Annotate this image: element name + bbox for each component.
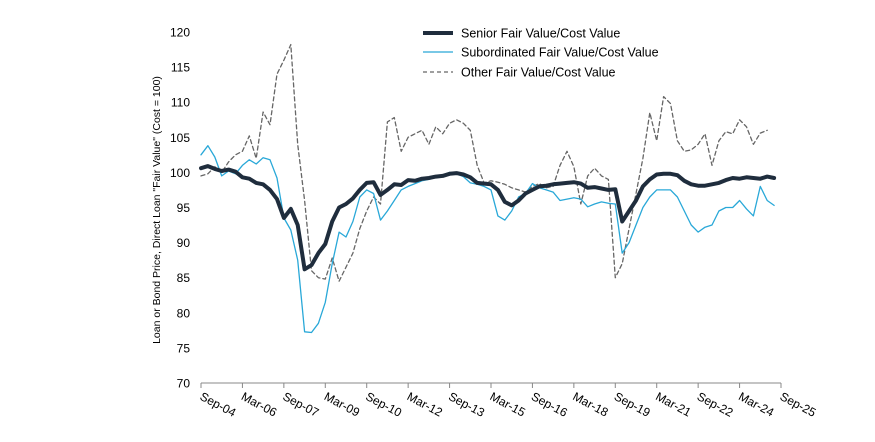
y-axis-ticks: 70 75 80 85 90 95 100 105 110 115 120 bbox=[170, 26, 190, 391]
y-tick-label: 100 bbox=[170, 166, 190, 180]
x-tick-label: Mar-24 bbox=[736, 389, 776, 419]
x-axis-ticks: Sep-04 Mar-06 Sep-07 Mar-09 Sep-10 Mar-12 Sep-… bbox=[198, 383, 819, 420]
legend-item-other: Other Fair Value/Cost Value bbox=[423, 66, 616, 80]
legend-item-subordinated: Subordinated Fair Value/Cost Value bbox=[423, 46, 659, 60]
y-tick-label: 85 bbox=[177, 271, 191, 285]
y-tick-label: 110 bbox=[171, 96, 190, 110]
x-tick-label: Mar-09 bbox=[322, 389, 362, 419]
y-tick-label: 80 bbox=[177, 306, 191, 320]
y-tick-label: 95 bbox=[177, 201, 191, 215]
x-tick-label: Sep-04 bbox=[198, 389, 239, 420]
series-line-subordinated bbox=[200, 145, 775, 334]
x-tick-label: Sep-07 bbox=[280, 389, 321, 420]
legend-item-senior: Senior Fair Value/Cost Value bbox=[423, 27, 620, 41]
x-tick-label: Sep-25 bbox=[778, 389, 819, 420]
legend: Senior Fair Value/Cost Value Subordinate… bbox=[423, 27, 659, 80]
y-tick-label: 70 bbox=[177, 377, 191, 391]
legend-label-other: Other Fair Value/Cost Value bbox=[461, 66, 616, 80]
legend-label-senior: Senior Fair Value/Cost Value bbox=[461, 27, 620, 41]
series-layer bbox=[199, 43, 777, 334]
x-tick-label: Mar-06 bbox=[239, 389, 279, 419]
y-tick-label: 75 bbox=[177, 341, 191, 355]
x-tick-label: Mar-12 bbox=[405, 389, 445, 419]
y-tick-label: 120 bbox=[170, 26, 190, 40]
x-tick-label: Sep-22 bbox=[695, 389, 736, 420]
y-tick-label: 90 bbox=[177, 236, 191, 250]
x-tick-label: Sep-19 bbox=[612, 389, 653, 420]
x-tick-label: Sep-13 bbox=[446, 389, 487, 420]
y-tick-label: 115 bbox=[171, 61, 190, 75]
y-tick-label: 105 bbox=[170, 131, 190, 145]
x-tick-label: Sep-16 bbox=[529, 389, 570, 420]
x-tick-label: Sep-10 bbox=[363, 389, 404, 420]
x-tick-label: Mar-21 bbox=[653, 389, 693, 419]
legend-label-subordinated: Subordinated Fair Value/Cost Value bbox=[461, 46, 659, 60]
series-line-other bbox=[200, 43, 768, 282]
series-line-senior bbox=[199, 164, 777, 272]
x-tick-label: Mar-18 bbox=[570, 389, 610, 419]
y-axis-title: Loan or Bond Price, Direct Loan "Fair Va… bbox=[151, 76, 163, 344]
x-tick-label: Mar-15 bbox=[488, 389, 528, 419]
